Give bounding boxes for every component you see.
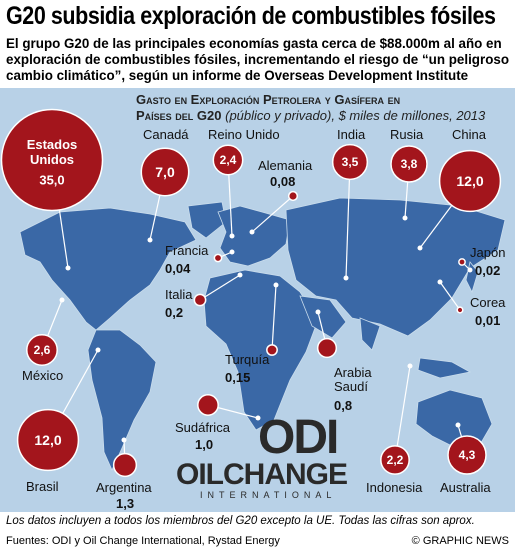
bubble-value: 3,8 (400, 157, 418, 171)
leader-line (439, 281, 461, 311)
bubble (438, 149, 502, 213)
value-label: 1,0 (195, 437, 214, 452)
leader-dot (237, 272, 243, 278)
country-label: Rusia (390, 127, 424, 142)
leader-line (251, 195, 294, 233)
country-label: Reino Unido (208, 127, 280, 142)
bubble (456, 306, 464, 314)
bubble (331, 143, 369, 181)
logo: INTERNATIONAL (200, 490, 337, 500)
subtitle: El grupo G20 de las principales economía… (6, 36, 510, 83)
country-label: Arabia Saudí (334, 365, 372, 394)
leader-dot (229, 233, 235, 239)
bubble-value: 12,0 (456, 173, 484, 189)
heading-italic: (público y privado), (225, 108, 335, 123)
leader-line (271, 284, 277, 351)
heading-unit: $ miles de millones, 2013 (338, 108, 486, 123)
leader-dot (315, 309, 321, 315)
leader-line (345, 161, 351, 279)
logo: ODI (258, 411, 339, 464)
leader-line (199, 274, 241, 301)
leader-dot (343, 275, 349, 281)
value-label: 0,8 (334, 398, 353, 413)
land (19, 197, 506, 471)
heading-bold: Países del G20 (136, 108, 222, 123)
bubble (0, 108, 104, 212)
country-label: México (22, 368, 64, 383)
leader-dot (417, 245, 423, 251)
bubble (112, 452, 138, 478)
bubble-value: 35,0 (39, 172, 65, 188)
bubble-value: 4,3 (458, 448, 476, 462)
value-label: 0,01 (475, 313, 501, 328)
bubble (213, 253, 223, 263)
leader-dot (467, 267, 473, 273)
bubble (316, 337, 338, 359)
country-label: Alemania (258, 158, 313, 173)
bubble (193, 293, 207, 307)
bubble (140, 147, 190, 197)
country-label: Turquía (225, 352, 270, 367)
leader-dot (255, 415, 261, 421)
bubble (266, 344, 278, 356)
leader-dot (65, 265, 71, 271)
country-label: Japón (470, 245, 506, 260)
bubble (390, 145, 428, 183)
bubble (458, 258, 466, 266)
bubble-value: 2,6 (33, 343, 51, 357)
country-label: Italia (165, 287, 193, 302)
bubble-value: 2,4 (219, 153, 237, 167)
bubble (380, 445, 410, 475)
bubble (197, 394, 219, 416)
bubble-value: 12,0 (34, 432, 62, 448)
bubble (287, 190, 299, 202)
value-label: 0,08 (270, 174, 296, 189)
bubble-value: 7,0 (155, 164, 175, 180)
leader-dot (273, 282, 279, 288)
bubble (16, 408, 80, 472)
value-label: 0,02 (475, 263, 501, 278)
leader-line (394, 365, 411, 461)
chart-heading: Países del G20 (público y privado), $ mi… (136, 108, 485, 123)
value-label: 0,2 (165, 305, 184, 320)
leader-dot (402, 215, 408, 221)
country-label: Sudáfrica (175, 420, 230, 435)
leader-dot (249, 229, 255, 235)
bubble (212, 144, 244, 176)
country-label: Indonesia (366, 480, 423, 495)
bubble-label: Estados Unidos (26, 137, 78, 167)
value-label: 1,3 (116, 496, 135, 511)
country-label: Francia (165, 243, 209, 258)
country-label: Corea (470, 295, 506, 310)
leader-dot (407, 363, 413, 369)
country-label: China (452, 127, 486, 142)
footnote: Los datos incluyen a todos los miembros … (6, 515, 475, 527)
bubble-value: 2,2 (386, 453, 404, 467)
country-label: Canadá (143, 127, 189, 142)
leader-dot (121, 437, 127, 443)
bubble (26, 334, 58, 366)
bubble-value: 3,5 (341, 155, 359, 169)
country-label: Brasil (26, 479, 59, 494)
country-label: Argentina (96, 480, 152, 495)
chart-heading: Gasto en Exploración Petrolera y Gasífer… (136, 92, 401, 107)
value-label: 0,04 (165, 261, 191, 276)
leader-dot (455, 422, 461, 428)
source: Fuentes: ODI y Oil Change International,… (6, 535, 280, 547)
leader-dot (147, 237, 153, 243)
country-label: Australia (440, 480, 491, 495)
bubble (447, 435, 487, 475)
country-label: India (337, 127, 366, 142)
title: G20 subsidia exploración de combustibles… (6, 2, 496, 30)
leader-dot (95, 347, 101, 353)
credit: © GRAPHIC NEWS (411, 535, 509, 547)
leader-dot (437, 279, 443, 285)
leader-dot (59, 297, 65, 303)
logo: OILCHANGE (176, 458, 348, 491)
leader-dot (229, 249, 235, 255)
value-label: 0,15 (225, 370, 251, 385)
